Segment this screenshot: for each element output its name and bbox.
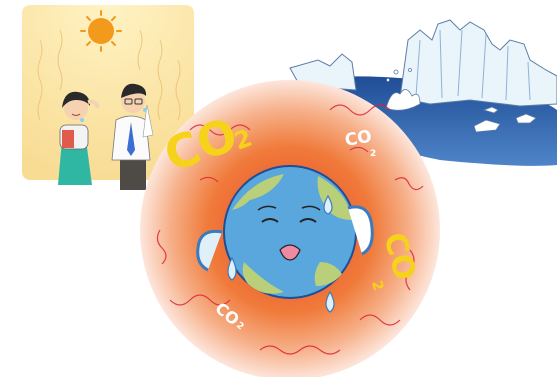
sweat-drops [227, 194, 335, 313]
sun-icon [80, 10, 122, 52]
melting-glacier-scene [289, 19, 557, 166]
co2-label-small-top: CO 2 [343, 127, 376, 159]
svg-text:CO: CO [343, 127, 373, 151]
sweating-woman [58, 91, 100, 185]
svg-text:2: 2 [234, 321, 245, 333]
sweating-man [111, 83, 154, 190]
suffering-earth [196, 165, 374, 313]
svg-text:2: 2 [368, 279, 386, 293]
heat-wave-scene [22, 5, 194, 190]
svg-text:2: 2 [370, 149, 376, 159]
